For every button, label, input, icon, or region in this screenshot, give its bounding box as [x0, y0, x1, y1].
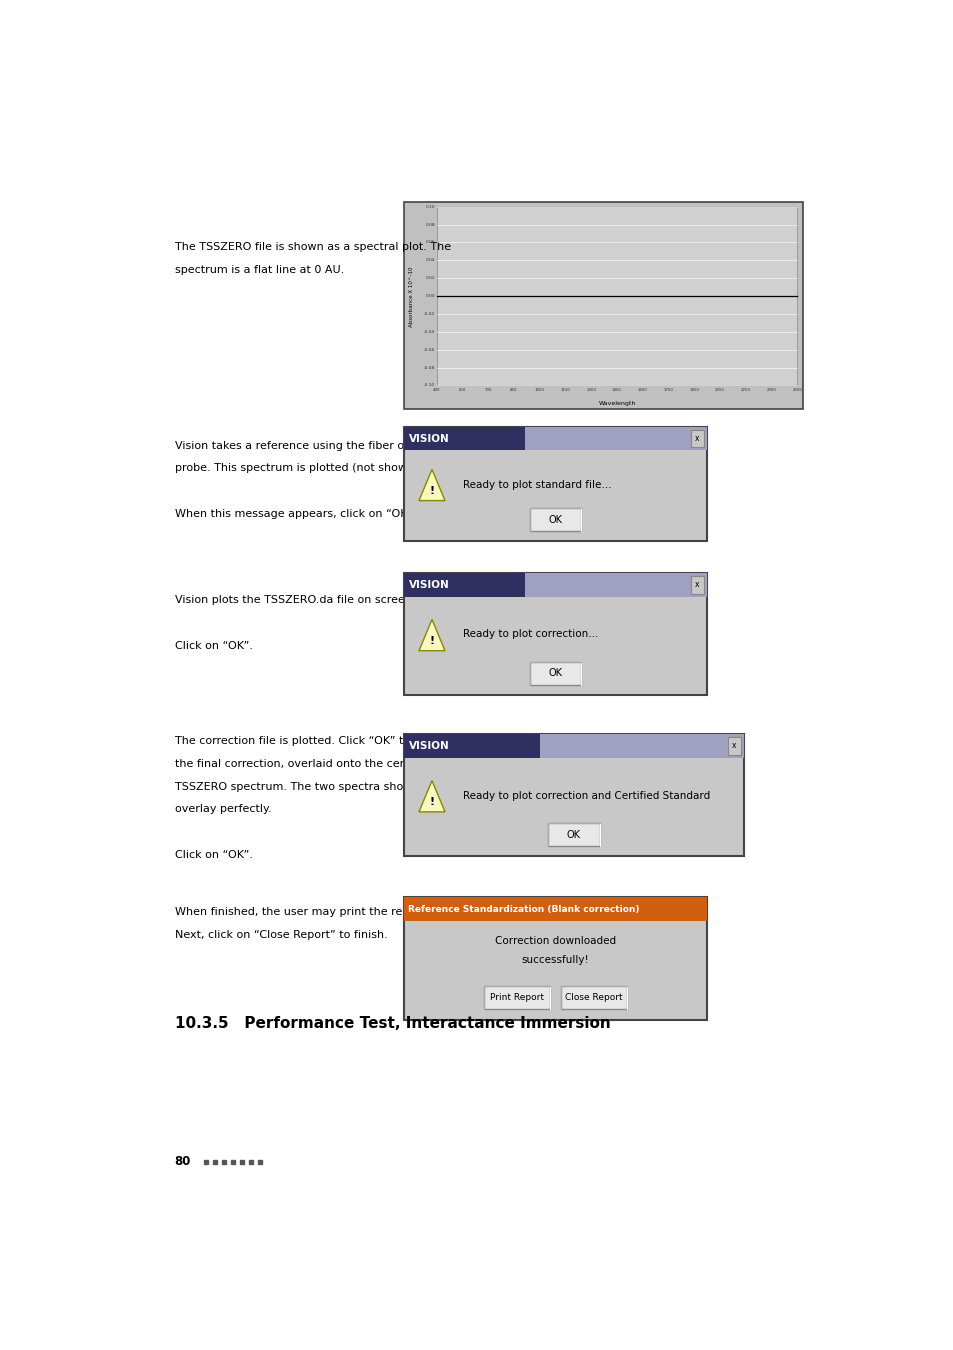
Text: 2050: 2050 [714, 387, 724, 392]
Bar [403, 896, 706, 922]
Bar [529, 508, 580, 531]
Bar [524, 572, 706, 597]
Text: 1750: 1750 [662, 387, 673, 392]
Text: 0.10: 0.10 [425, 205, 435, 209]
Text: Vision plots the TSSZERO.da file on screen.: Vision plots the TSSZERO.da file on scre… [174, 595, 415, 605]
Bar [403, 734, 743, 759]
Bar [403, 427, 706, 450]
Text: 0.06: 0.06 [425, 240, 435, 244]
Text: Ready to plot correction and Certified Standard: Ready to plot correction and Certified S… [462, 791, 710, 801]
Text: TSSZERO spectrum. The two spectra should: TSSZERO spectrum. The two spectra should [174, 782, 420, 791]
Text: 1300: 1300 [585, 387, 596, 392]
Text: 1000: 1000 [534, 387, 544, 392]
Text: VISION: VISION [409, 433, 450, 444]
Bar [403, 572, 706, 597]
Text: Next, click on “Close Report” to finish.: Next, click on “Close Report” to finish. [174, 930, 387, 940]
Text: 400: 400 [433, 387, 440, 392]
Bar [403, 734, 743, 856]
Text: Print Report: Print Report [490, 994, 543, 1002]
Text: 0.08: 0.08 [425, 223, 435, 227]
Text: 10.3.5   Performance Test, Interactance Immersion: 10.3.5 Performance Test, Interactance Im… [174, 1017, 610, 1031]
Text: spectrum is a flat line at 0 AU.: spectrum is a flat line at 0 AU. [174, 265, 344, 275]
Text: successfully!: successfully! [521, 954, 589, 965]
Text: the final correction, overlaid onto the certified: the final correction, overlaid onto the … [174, 759, 432, 768]
Text: The correction file is plotted. Click “OK” to see: The correction file is plotted. Click “O… [174, 736, 433, 745]
Bar [690, 429, 703, 447]
Text: Ready to plot correction…: Ready to plot correction… [462, 629, 598, 640]
Text: 1900: 1900 [688, 387, 699, 392]
Text: 0.02: 0.02 [425, 277, 435, 281]
Text: When finished, the user may print the report.: When finished, the user may print the re… [174, 907, 428, 917]
Polygon shape [418, 780, 444, 811]
Bar [560, 987, 626, 1010]
Text: 850: 850 [510, 387, 517, 392]
Text: !: ! [429, 636, 435, 647]
Polygon shape [418, 620, 444, 651]
Text: 550: 550 [458, 387, 465, 392]
Bar [547, 824, 599, 846]
Text: 80: 80 [174, 1156, 191, 1168]
Bar [727, 737, 740, 755]
Text: x: x [695, 433, 699, 443]
Text: 0.04: 0.04 [425, 258, 435, 262]
Text: Reference Standardization (Blank correction): Reference Standardization (Blank correct… [408, 904, 639, 914]
Text: 2200: 2200 [740, 387, 750, 392]
Text: overlay perfectly.: overlay perfectly. [174, 805, 271, 814]
Bar [539, 734, 743, 759]
Text: -0.02: -0.02 [423, 312, 435, 316]
Text: Click on “OK”.: Click on “OK”. [174, 850, 253, 860]
Text: OK: OK [548, 514, 562, 525]
Bar [483, 987, 550, 1010]
Polygon shape [418, 470, 444, 501]
Bar [403, 572, 706, 695]
Bar [529, 662, 580, 684]
Text: Click on “OK”.: Click on “OK”. [174, 641, 253, 651]
Text: Close Report: Close Report [564, 994, 622, 1002]
Bar [524, 427, 706, 450]
Text: Absorbance X 10^-10: Absorbance X 10^-10 [409, 267, 414, 328]
Text: When this message appears, click on “OK”.: When this message appears, click on “OK”… [174, 509, 416, 520]
Text: Wavelength: Wavelength [598, 401, 636, 405]
Text: -0.06: -0.06 [423, 348, 435, 352]
Bar [690, 575, 703, 594]
Text: probe. This spectrum is plotted (not shown here.): probe. This spectrum is plotted (not sho… [174, 463, 450, 474]
Text: The TSSZERO file is shown as a spectral plot. The: The TSSZERO file is shown as a spectral … [174, 242, 451, 252]
Bar [403, 896, 706, 1019]
Text: OK: OK [548, 668, 562, 679]
Text: -0.08: -0.08 [423, 366, 435, 370]
Text: -0.10: -0.10 [423, 383, 435, 387]
Text: VISION: VISION [409, 580, 450, 590]
Bar [403, 427, 706, 541]
Text: 1150: 1150 [559, 387, 570, 392]
Text: 700: 700 [484, 387, 492, 392]
Text: !: ! [429, 798, 435, 807]
Text: 1600: 1600 [637, 387, 647, 392]
Bar [403, 201, 802, 409]
Text: !: ! [429, 486, 435, 497]
Text: 2350: 2350 [765, 387, 776, 392]
Text: 2500: 2500 [791, 387, 801, 392]
Text: Correction downloaded: Correction downloaded [495, 936, 616, 946]
Text: OK: OK [566, 829, 580, 840]
Text: -0.04: -0.04 [423, 329, 435, 333]
Text: VISION: VISION [409, 741, 450, 751]
Text: Ready to plot standard file…: Ready to plot standard file… [462, 479, 611, 490]
Text: x: x [695, 580, 699, 590]
Text: 0.00: 0.00 [425, 294, 435, 298]
Bar [436, 207, 797, 386]
Text: x: x [731, 741, 736, 751]
Text: Vision takes a reference using the fiber optic: Vision takes a reference using the fiber… [174, 440, 424, 451]
Text: 1450: 1450 [611, 387, 621, 392]
